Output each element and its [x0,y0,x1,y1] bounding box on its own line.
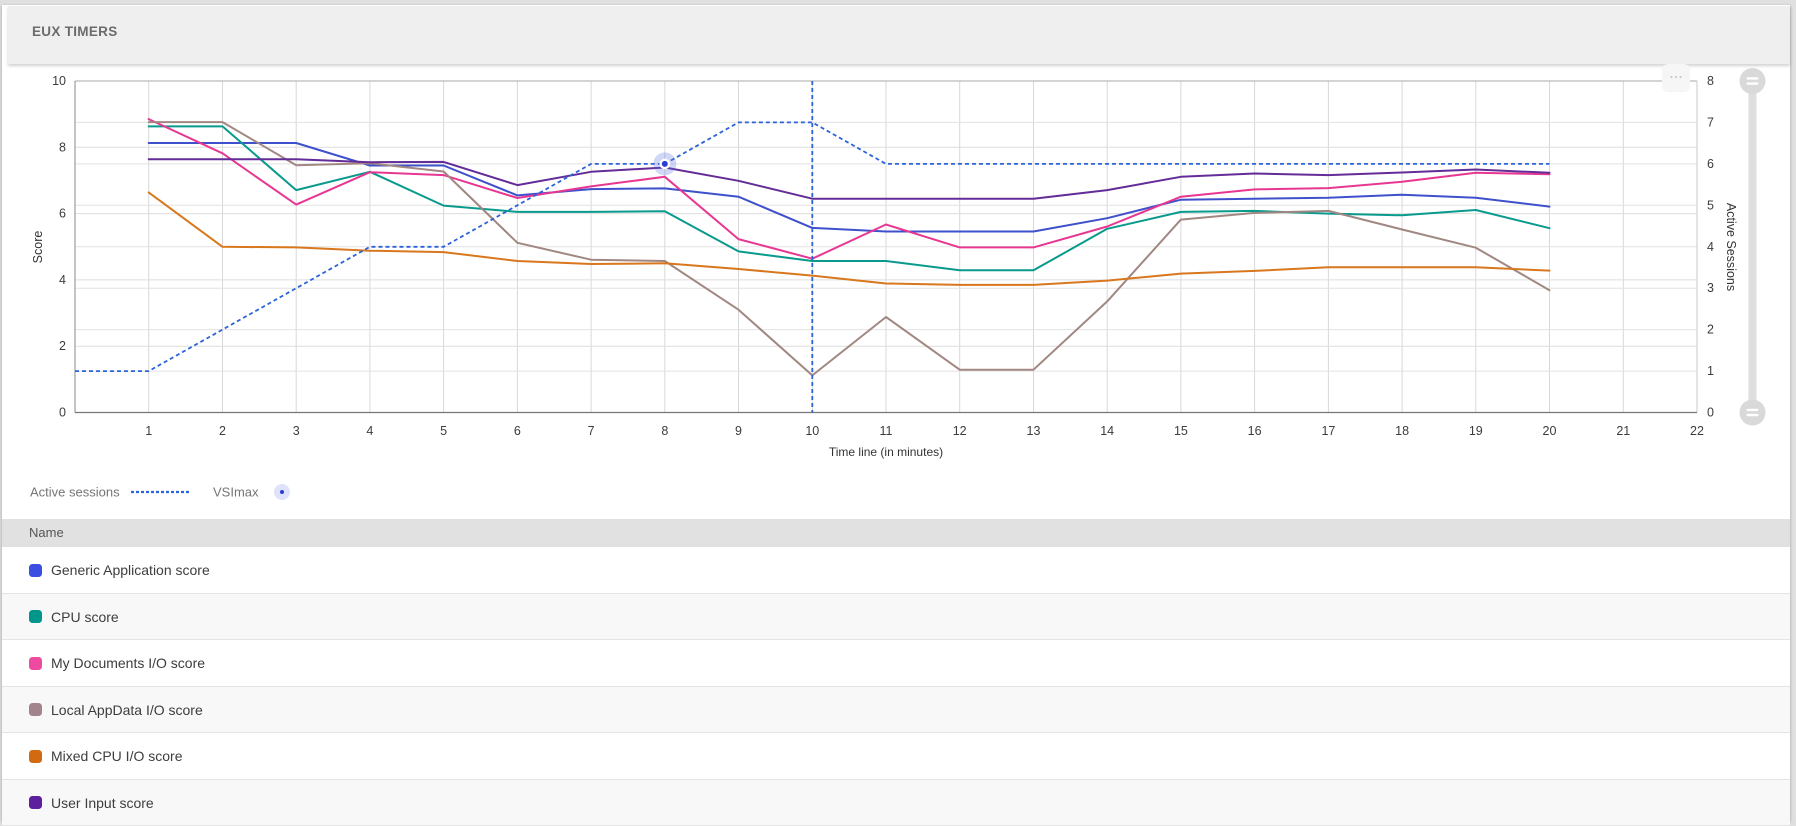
svg-text:Active sessions: Active sessions [30,485,120,500]
svg-text:16: 16 [1248,424,1262,438]
svg-text:4: 4 [59,273,66,287]
svg-text:13: 13 [1027,424,1041,438]
svg-text:19: 19 [1469,424,1483,438]
svg-text:1: 1 [145,424,152,438]
svg-text:10: 10 [52,74,66,88]
svg-text:6: 6 [59,207,66,221]
svg-text:8: 8 [1707,74,1714,88]
svg-text:5: 5 [1707,198,1714,212]
svg-text:0: 0 [1707,406,1714,420]
svg-text:21: 21 [1616,424,1630,438]
svg-text:9: 9 [735,424,742,438]
svg-text:7: 7 [588,424,595,438]
svg-text:4: 4 [366,424,373,438]
svg-text:6: 6 [514,424,521,438]
svg-text:Score: Score [31,231,45,264]
svg-text:5: 5 [440,424,447,438]
svg-text:7: 7 [1707,115,1714,129]
svg-text:8: 8 [59,140,66,154]
svg-text:20: 20 [1543,424,1557,438]
svg-text:10: 10 [805,424,819,438]
svg-text:Time line (in minutes): Time line (in minutes) [829,445,943,459]
svg-text:VSImax: VSImax [213,485,259,500]
svg-text:Active Sessions: Active Sessions [1724,203,1738,291]
svg-text:6: 6 [1707,157,1714,171]
svg-text:4: 4 [1707,240,1714,254]
svg-text:3: 3 [293,424,300,438]
svg-text:12: 12 [953,424,967,438]
svg-text:11: 11 [880,424,893,438]
svg-text:22: 22 [1690,424,1704,438]
svg-text:2: 2 [219,424,226,438]
svg-text:17: 17 [1321,424,1335,438]
svg-text:2: 2 [59,339,66,353]
svg-text:15: 15 [1174,424,1188,438]
svg-text:0: 0 [59,406,66,420]
svg-text:8: 8 [661,424,668,438]
svg-text:2: 2 [1707,323,1714,337]
svg-text:3: 3 [1707,281,1714,295]
svg-text:14: 14 [1100,424,1114,438]
svg-text:18: 18 [1395,424,1409,438]
svg-text:1: 1 [1707,364,1714,378]
